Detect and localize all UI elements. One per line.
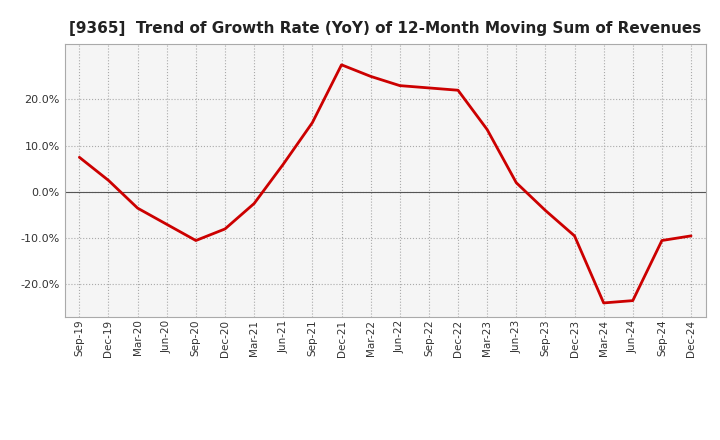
- Title: [9365]  Trend of Growth Rate (YoY) of 12-Month Moving Sum of Revenues: [9365] Trend of Growth Rate (YoY) of 12-…: [69, 21, 701, 36]
